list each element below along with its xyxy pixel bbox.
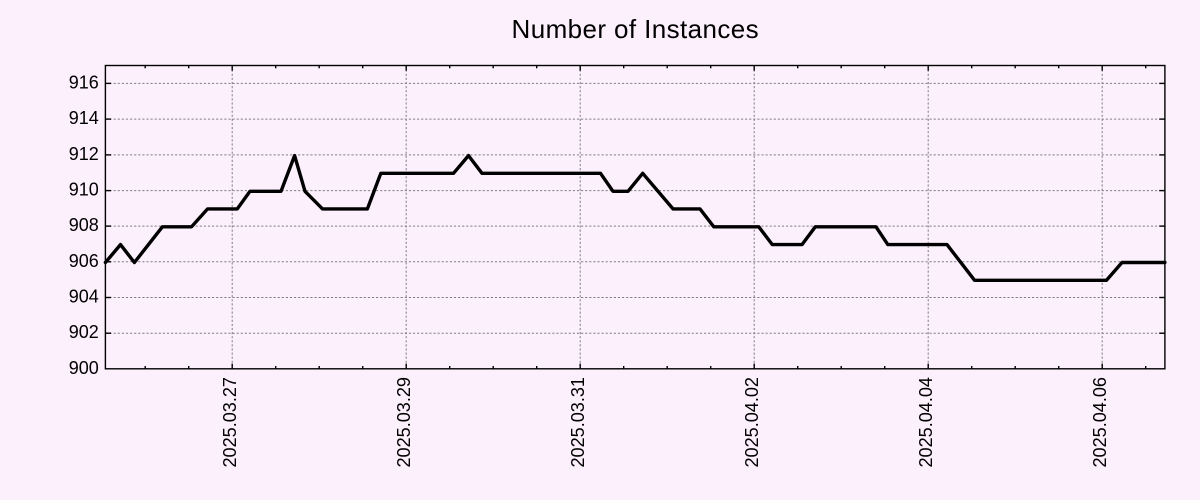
svg-text:902: 902 — [69, 322, 99, 342]
svg-text:2025.03.27: 2025.03.27 — [220, 377, 240, 468]
svg-text:2025.04.02: 2025.04.02 — [742, 377, 762, 468]
svg-text:910: 910 — [69, 180, 99, 200]
svg-text:2025.04.04: 2025.04.04 — [916, 377, 936, 468]
svg-text:Number of Instances: Number of Instances — [512, 14, 760, 44]
svg-text:2025.04.06: 2025.04.06 — [1090, 377, 1110, 468]
svg-text:906: 906 — [69, 251, 99, 271]
svg-text:914: 914 — [69, 108, 99, 128]
svg-text:916: 916 — [69, 72, 99, 92]
svg-text:2025.03.29: 2025.03.29 — [394, 377, 414, 468]
svg-text:904: 904 — [69, 287, 99, 307]
svg-text:2025.03.31: 2025.03.31 — [568, 377, 588, 468]
svg-text:912: 912 — [69, 144, 99, 164]
svg-text:900: 900 — [69, 358, 99, 378]
svg-text:908: 908 — [69, 215, 99, 235]
